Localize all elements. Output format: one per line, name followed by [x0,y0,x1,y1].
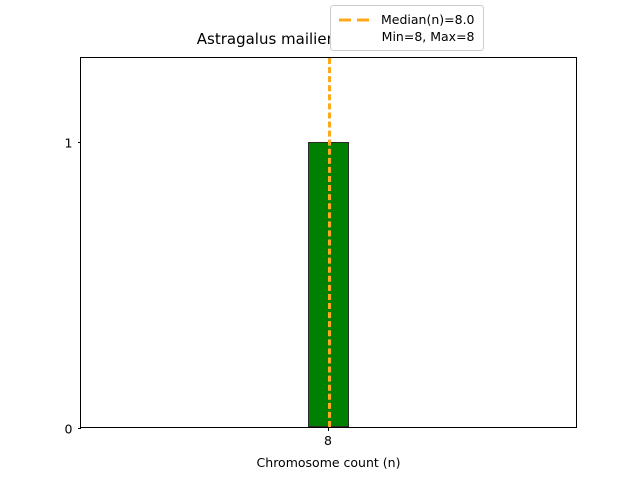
median-vline [328,58,331,427]
legend-entry-minmax: Min=8, Max=8 [338,28,475,45]
plot-area: 0 1 8 [65,57,577,448]
x-axis-label: Chromosome count (n) [256,455,401,470]
ytick-label-0: 0 [64,421,73,437]
ytick-label-1: 1 [64,135,73,151]
dashed-line-icon [338,14,372,25]
legend-entry-median: Median(n)=8.0 [338,11,475,28]
legend-label-minmax: Min=8, Max=8 [381,29,475,44]
xtick-label-8: 8 [324,433,332,448]
xtick-mark-8 [328,427,329,431]
ytick-mark-0: 0 [65,421,81,436]
chart-legend: Median(n)=8.0 Min=8, Max=8 [330,5,484,51]
legend-label-median: Median(n)=8.0 [381,12,475,27]
bar-series [81,58,576,427]
ytick-mark-1: 1 [65,136,81,151]
chart-title: Astragalus mailiensis B. Fedtsch. [196,30,444,48]
